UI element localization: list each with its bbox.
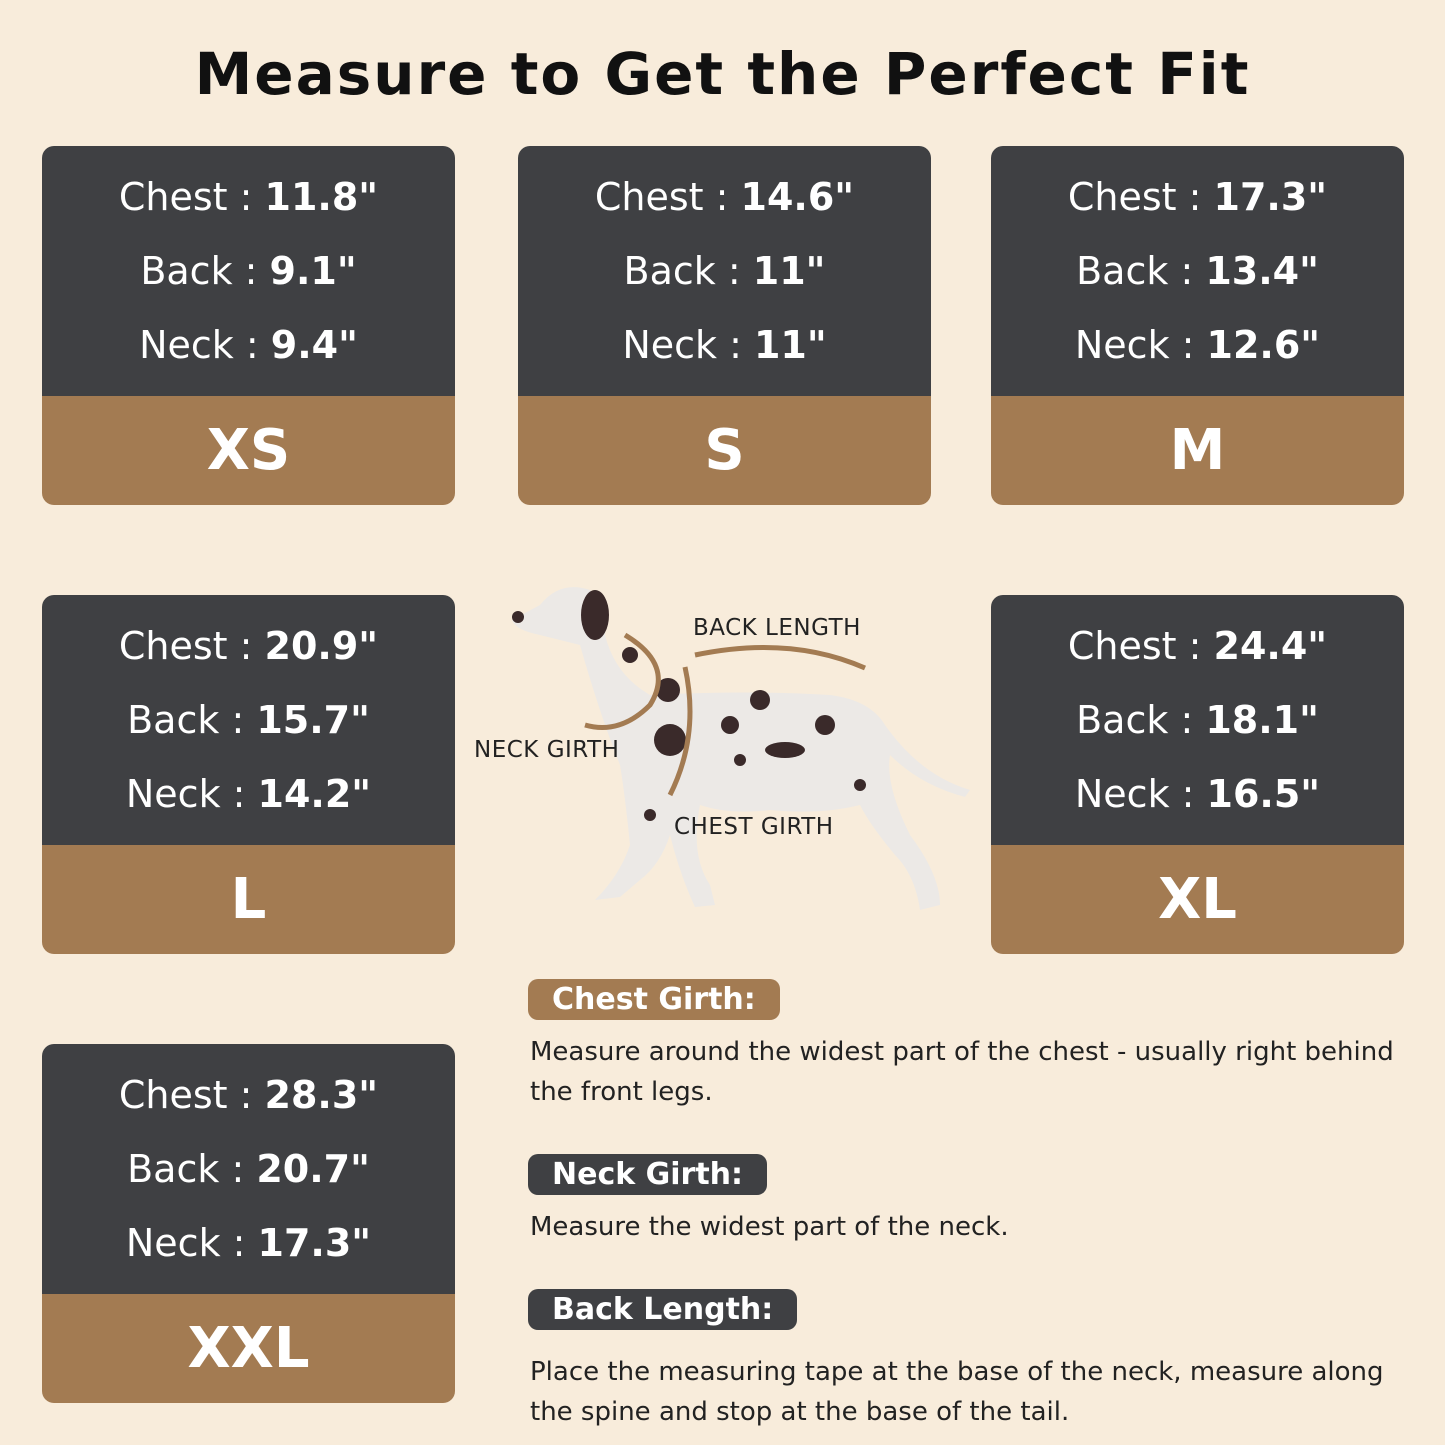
chest-measurement: Chest : 20.9" [119,624,378,668]
neck-value: 12.6" [1206,323,1321,367]
neck-value: 17.3" [257,1221,372,1265]
back-value: 20.7" [256,1147,370,1191]
measurements: Chest : 24.4" Back : 18.1" Neck : 16.5" [991,595,1404,845]
neck-label: Neck : [125,1221,258,1265]
neck-measurement: Neck : 16.5" [1075,772,1320,816]
chest-value: 11.8" [264,175,379,219]
back-value: 9.1" [269,249,357,293]
back-label: Back : [1076,249,1206,293]
page-title: Measure to Get the Perfect Fit [194,40,1251,108]
size-card-s: Chest : 14.6" Back : 11" Neck : 11" S [518,146,931,505]
size-card-xxl: Chest : 28.3" Back : 20.7" Neck : 17.3" XX… [42,1044,455,1403]
back-value: 15.7" [256,698,370,742]
neck-value: 11" [753,323,827,367]
chest-label: Chest : [118,175,265,219]
back-value: 13.4" [1205,249,1319,293]
back-measurement: Back : 13.4" [1076,249,1319,293]
measurements: Chest : 20.9" Back : 15.7" Neck : 14.2" [42,595,455,845]
size-label: XS [42,396,455,505]
size-label: L [42,845,455,954]
back-label: Back : [127,698,257,742]
back-label: Back : [1076,698,1206,742]
neck-value: 16.5" [1206,772,1321,816]
chest-girth-heading: Chest Girth: [528,979,780,1020]
back-label: Back : [140,249,270,293]
chest-label: Chest : [118,1073,265,1117]
chest-measurement: Chest : 24.4" [1068,624,1327,668]
neck-label: Neck : [1074,772,1207,816]
chest-value: 24.4" [1213,624,1328,668]
neck-label: Neck : [139,323,271,367]
chest-measurement: Chest : 14.6" [595,175,854,219]
size-label: M [991,396,1404,505]
size-card-xs: Chest : 11.8" Back : 9.1" Neck : 9.4" XS [42,146,455,505]
chest-measurement: Chest : 11.8" [119,175,378,219]
chest-label: Chest : [1067,624,1214,668]
measurements: Chest : 11.8" Back : 9.1" Neck : 9.4" [42,146,455,396]
neck-girth-label: NECK GIRTH [474,737,620,763]
neck-value: 14.2" [257,772,372,816]
chest-girth-label: CHEST GIRTH [674,814,834,840]
chest-label: Chest : [118,624,265,668]
measurements: Chest : 17.3" Back : 13.4" Neck : 12.6" [991,146,1404,396]
chest-value: 20.9" [264,624,379,668]
back-label: Back : [623,249,753,293]
dalmatian-illustration [512,587,970,910]
neck-measurement: Neck : 17.3" [126,1221,371,1265]
chest-girth-text: Measure around the widest part of the ch… [530,1037,1394,1107]
neck-measurement: Neck : 9.4" [139,323,358,367]
size-card-xl: Chest : 24.4" Back : 18.1" Neck : 16.5" XL [991,595,1404,954]
measurements: Chest : 14.6" Back : 11" Neck : 11" [518,146,931,396]
back-measurement: Back : 9.1" [140,249,356,293]
back-value: 18.1" [1205,698,1319,742]
back-length-label: BACK LENGTH [693,615,861,641]
neck-measurement: Neck : 11" [622,323,826,367]
neck-girth-heading: Neck Girth: [528,1154,768,1195]
neck-value: 9.4" [270,323,358,367]
size-card-l: Chest : 20.9" Back : 15.7" Neck : 14.2" L [42,595,455,954]
size-card-m: Chest : 17.3" Back : 13.4" Neck : 12.6" M [991,146,1404,505]
neck-label: Neck : [622,323,754,367]
back-label: Back : [127,1147,257,1191]
chest-measurement: Chest : 17.3" [1068,175,1327,219]
back-measurement: Back : 15.7" [127,698,370,742]
chest-value: 17.3" [1213,175,1328,219]
back-length-heading: Back Length: [528,1289,798,1330]
size-label: S [518,396,931,505]
chest-value: 28.3" [264,1073,379,1117]
chest-label: Chest : [1067,175,1214,219]
size-label: XXL [42,1294,455,1403]
neck-girth-text: Measure the widest part of the neck. [530,1212,1009,1242]
neck-measurement: Neck : 14.2" [126,772,371,816]
measurements: Chest : 28.3" Back : 20.7" Neck : 17.3" [42,1044,455,1294]
size-label: XL [991,845,1404,954]
neck-label: Neck : [1074,323,1207,367]
chest-label: Chest : [594,175,741,219]
neck-measurement: Neck : 12.6" [1075,323,1320,367]
back-measurement: Back : 20.7" [127,1147,370,1191]
back-measurement: Back : 18.1" [1076,698,1319,742]
back-measurement: Back : 11" [624,249,826,293]
back-value: 11" [752,249,826,293]
chest-measurement: Chest : 28.3" [119,1073,378,1117]
neck-label: Neck : [125,772,258,816]
chest-value: 14.6" [740,175,855,219]
back-length-text: Place the measuring tape at the base of … [530,1357,1384,1427]
